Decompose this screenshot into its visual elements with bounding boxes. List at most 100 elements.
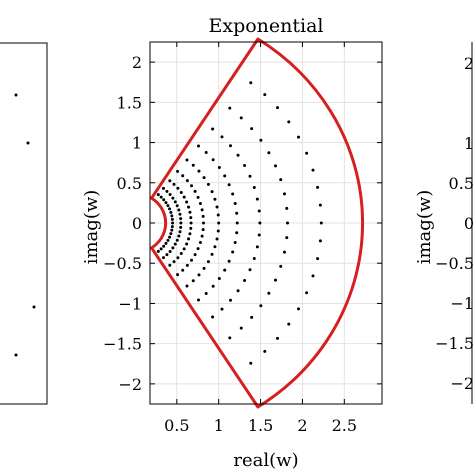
data-point [231,250,235,254]
data-point [197,144,201,148]
data-point [197,169,201,173]
data-point [206,182,210,186]
data-point [263,93,267,97]
data-point [311,168,315,172]
data-point [204,291,208,295]
data-point [168,179,172,183]
data-point [161,256,165,260]
data-point [196,247,200,251]
ytick-label: 0 [132,214,142,233]
data-point [249,81,253,85]
data-point [223,174,227,178]
data-point [196,195,200,199]
center-title: Exponential [208,15,323,37]
data-point [305,151,309,155]
data-point [282,250,286,254]
data-point [170,217,174,221]
center-boundary [150,37,364,409]
data-point [188,232,192,236]
data-point [236,289,240,293]
data-point [252,186,256,190]
data-point [273,278,277,282]
data-point [200,208,204,212]
left-panel [0,42,48,405]
data-point [204,151,208,155]
data-point [168,193,172,197]
data-point [236,153,240,157]
data-point [179,191,183,195]
ytick-label: −1.5 [103,335,142,354]
data-point [169,232,173,236]
data-point [228,298,232,302]
center-ylabel: imag(w) [81,190,102,265]
data-point [305,291,309,295]
data-point [168,263,172,267]
xtick-label: 0.5 [164,416,189,435]
data-point [185,263,189,267]
data-point [175,238,179,242]
data-point [217,221,221,225]
data-point [162,244,166,248]
ytick-label: 1 [132,134,142,153]
data-point [172,260,176,264]
data-point [297,135,301,139]
data-point [189,216,193,220]
data-point [252,256,256,260]
data-point [171,221,175,225]
data-point [177,234,181,238]
data-point [166,238,170,242]
data-point [179,221,183,225]
data-point [227,183,231,187]
data-point [287,322,291,326]
data-point [211,284,215,288]
data-point [316,257,320,261]
data-point [170,225,174,229]
data-point [175,204,179,208]
right-ytick-label: 1 [464,134,474,153]
data-point [215,237,219,241]
data-point [193,253,197,257]
ytick-label: −1 [118,294,142,313]
data-point [185,242,189,246]
data-point [190,258,194,262]
data-point [259,304,263,308]
data-point [287,120,291,124]
data-point [257,233,261,237]
data-point [169,210,173,214]
data-point [248,174,252,178]
data-point [189,221,193,225]
data-point [197,273,201,277]
left-point [14,353,18,357]
data-point [248,268,252,272]
center-panel: Exponential 2 1.5 1 0.5 0 −0.5 −1 −1.5 −2 0.5 1 1.… [81,15,383,471]
right-ylabel: imag(w) [414,190,435,265]
ytick-label: −2 [118,375,142,394]
right-ytick-label: 0 [464,214,474,233]
data-point [275,106,279,110]
xtick-label: 2 [297,416,307,435]
data-point [255,245,259,249]
data-point [318,203,322,207]
data-point [202,176,206,180]
data-point [182,247,186,251]
left-point [26,141,30,145]
data-point [258,221,262,225]
data-point [243,163,247,167]
left-point [32,305,36,309]
data-point [200,234,204,238]
data-point [170,214,174,218]
data-point [166,204,170,208]
data-point [213,245,217,249]
data-point [173,200,177,204]
data-point [156,249,160,253]
data-point [176,273,180,277]
left-axes-frame [0,42,48,405]
data-point [259,138,263,142]
data-point [198,240,202,244]
data-point [159,195,163,199]
right-yticks: 2 1 0.5 0 −0.5 −1 −1.5 −2 [435,54,474,393]
data-point [176,169,180,173]
data-point [182,195,186,199]
data-point [233,241,237,245]
data-point [228,336,232,340]
